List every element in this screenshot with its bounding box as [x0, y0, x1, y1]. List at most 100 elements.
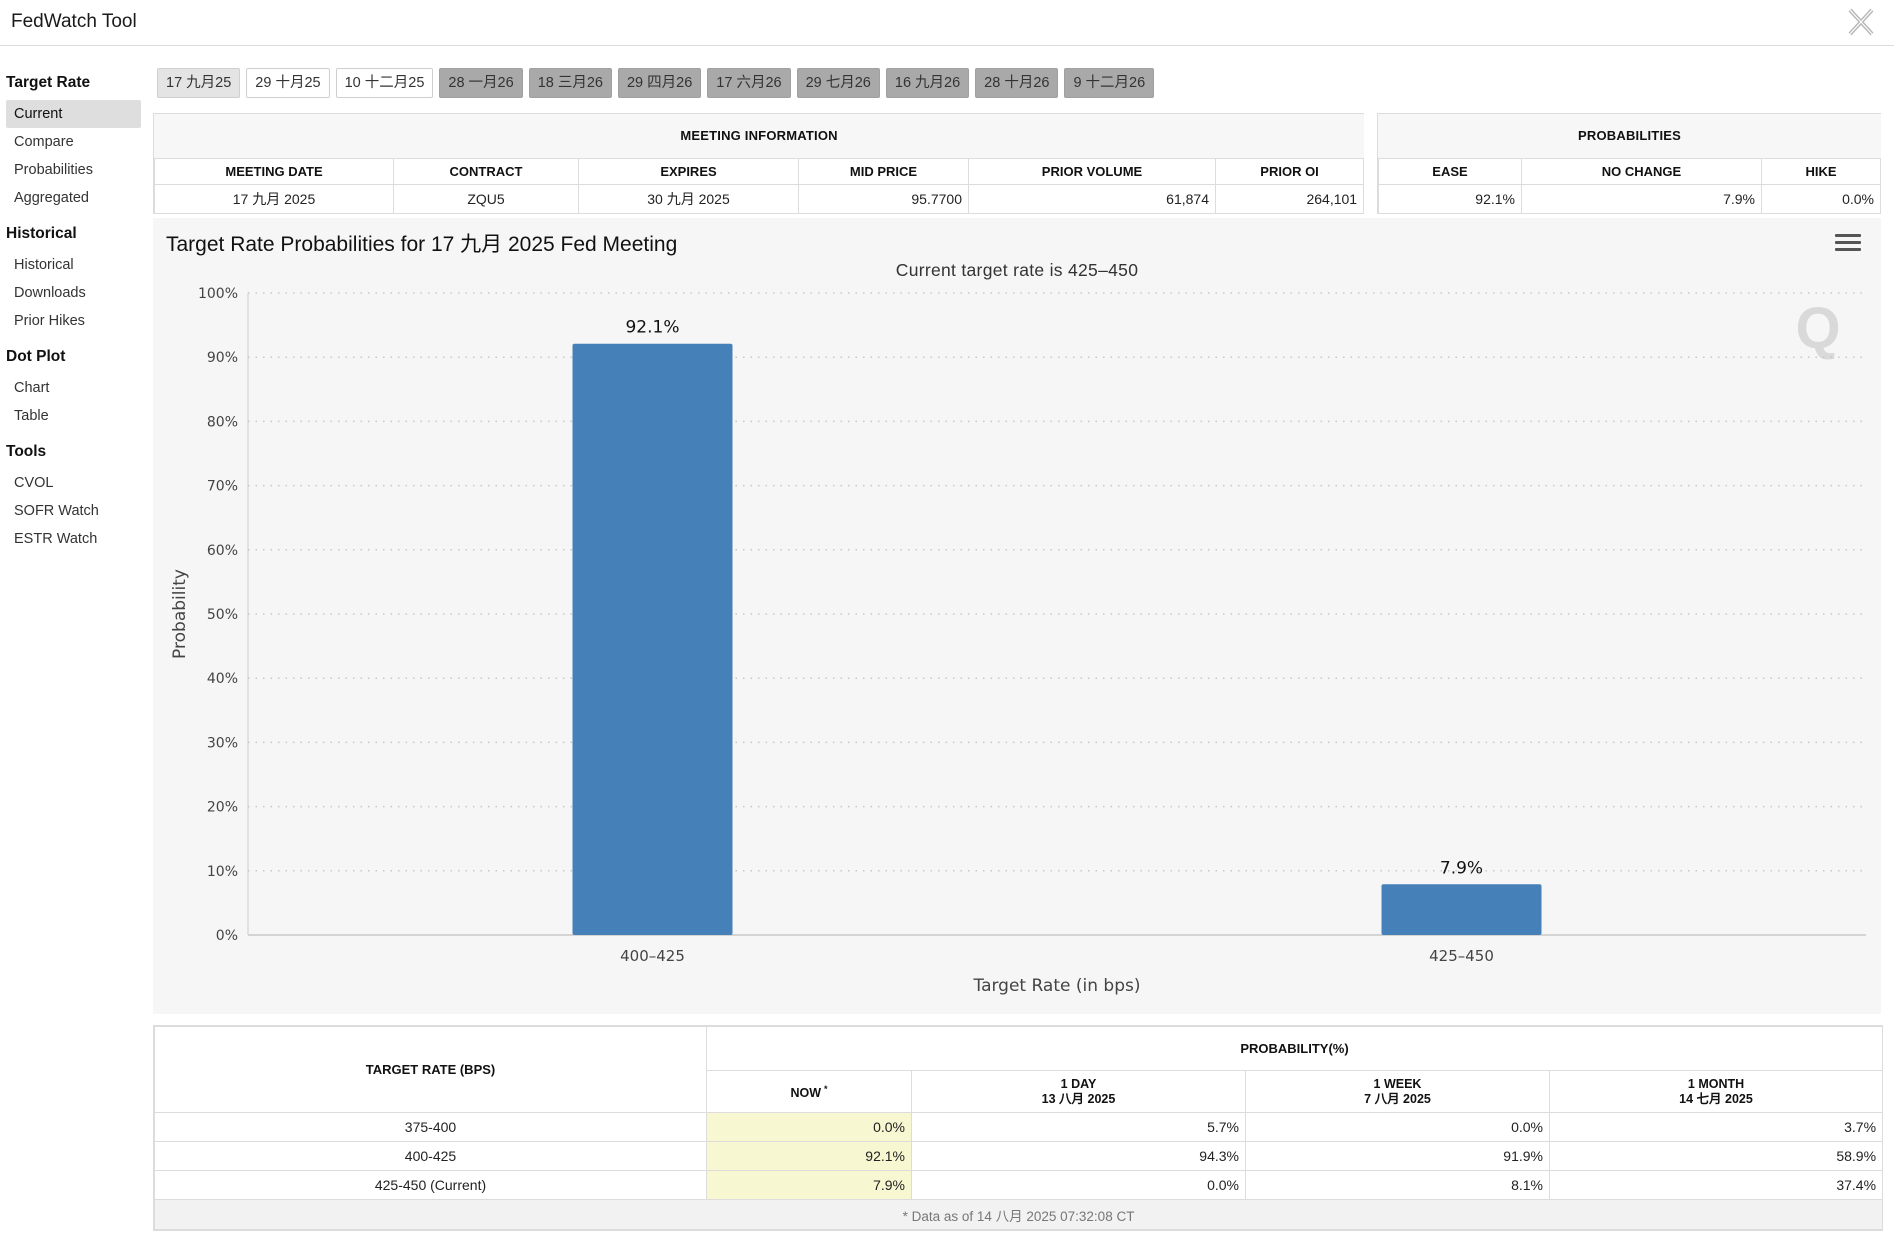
meeting-info-col-header: PRIOR OI — [1214, 157, 1365, 185]
period-date: 14 七月 2025 — [1679, 1091, 1753, 1106]
period-date: 7 八月 2025 — [1364, 1091, 1431, 1106]
sidebar-group: Dot Plot Chart Table — [6, 348, 141, 430]
meeting-information-table: MEETING INFORMATION MEETING DATE CONTRACT… — [153, 113, 1365, 214]
period-label: NOW — [790, 1086, 822, 1101]
target-rate-header: TARGET RATE (BPS) — [154, 1026, 707, 1113]
period-label: 1 WEEK — [1373, 1076, 1422, 1091]
meeting-info-value: ZQU5 — [393, 183, 579, 214]
meeting-info-value: 95.7700 — [798, 183, 969, 214]
probability-cell: 8.1% — [1245, 1170, 1550, 1200]
meeting-tab[interactable]: 9 十二月26 — [1064, 68, 1155, 98]
sidebar-item-compare[interactable]: Compare — [14, 134, 74, 150]
y-tick-label: 0% — [216, 928, 238, 944]
y-tick-label: 80% — [207, 414, 238, 430]
meeting-info-col-header: MID PRICE — [798, 157, 969, 185]
y-tick-label: 30% — [207, 735, 238, 751]
data-timestamp-footnote: * Data as of 14 八月 2025 07:32:08 CT — [153, 1199, 1884, 1230]
close-icon[interactable] — [1846, 7, 1876, 37]
meeting-tab[interactable]: 28 一月26 — [439, 68, 523, 98]
probability-period-header: 1 MONTH 14 七月 2025 — [1548, 1070, 1884, 1113]
meeting-info-value: 61,874 — [968, 183, 1216, 214]
meeting-info-value: 30 九月 2025 — [578, 183, 799, 214]
table-row: 425-450 (Current) 7.9% 0.0% 8.1% 37.4% — [154, 1170, 1884, 1200]
sidebar-item-table[interactable]: Table — [14, 408, 49, 424]
bar-400–425[interactable] — [572, 343, 733, 935]
meeting-info-value: 17 九月 2025 — [154, 183, 394, 214]
sidebar-item-historical[interactable]: Historical — [14, 257, 74, 273]
chart-plot: Q 0% 10% 20% 30% 40% 50% 60% 70% 80% 90% 100% 92.1% 4… — [170, 286, 1866, 996]
y-tick-label: 60% — [207, 543, 238, 559]
meeting-tab[interactable]: 28 十月26 — [975, 68, 1059, 98]
sidebar-group: Tools CVOL SOFR Watch ESTR Watch — [6, 443, 141, 553]
sidebar-item-aggregated[interactable]: Aggregated — [14, 190, 89, 206]
chart-menu-icon[interactable] — [1835, 234, 1861, 256]
target-rate-cell: 375-400 — [154, 1112, 707, 1142]
meeting-tab[interactable]: 29 四月26 — [617, 68, 702, 98]
meeting-tab[interactable]: 17 六月26 — [707, 68, 791, 98]
probabilities-table: PROBABILITIES EASE NO CHANGE HIKE 92.1% 7.9… — [1377, 113, 1882, 214]
sidebar-heading: Historical — [6, 225, 77, 242]
probability-cell: 0.0% — [911, 1170, 1246, 1200]
watermark-logo-icon: Q — [1795, 296, 1840, 361]
sidebar-item-chart[interactable]: Chart — [14, 380, 50, 396]
probability-period-header: 1 WEEK 7 八月 2025 — [1245, 1070, 1550, 1113]
probability-period-header: 1 DAY 13 八月 2025 — [911, 1070, 1246, 1113]
y-tick-label: 50% — [207, 607, 238, 623]
probability-cell: 92.1% — [706, 1141, 912, 1171]
sidebar-item-downloads[interactable]: Downloads — [14, 285, 86, 301]
period-date: 13 八月 2025 — [1041, 1091, 1116, 1106]
probability-chart: Target Rate Probabilities for 17 九月 2025… — [153, 218, 1881, 1014]
meeting-tab[interactable]: 29 十月25 — [246, 68, 330, 98]
probability-period-header: NOW * — [706, 1070, 912, 1113]
sidebar-heading: Tools — [6, 443, 47, 460]
y-tick-label: 20% — [207, 800, 238, 816]
y-tick-label: 90% — [207, 350, 238, 366]
chart-title: Target Rate Probabilities for 17 九月 2025… — [166, 233, 678, 256]
sidebar-heading: Dot Plot — [6, 348, 66, 365]
probability-value: 0.0% — [1760, 183, 1882, 214]
probability-cell: 0.0% — [706, 1112, 912, 1142]
sidebar-item-current[interactable]: Current — [6, 100, 141, 128]
meeting-tab[interactable]: 29 七月26 — [796, 68, 880, 98]
meeting-info-col-header: EXPIRES — [578, 157, 799, 185]
probability-col-header: HIKE — [1760, 157, 1882, 185]
sidebar-item-probabilities[interactable]: Probabilities — [14, 162, 93, 178]
meeting-information-title: MEETING INFORMATION — [154, 114, 1364, 158]
table-row: 400-425 92.1% 94.3% 91.9% 58.9% — [154, 1141, 1884, 1171]
probability-cell: 37.4% — [1548, 1170, 1884, 1200]
meeting-info-col-header: PRIOR VOLUME — [968, 157, 1216, 185]
meeting-tab[interactable]: 17 九月25 — [157, 68, 241, 98]
bar-425–450[interactable] — [1381, 884, 1542, 935]
meeting-date-tabs: 17 九月25 29 十月25 10 十二月25 28 一月26 18 三月26 29 四… — [157, 68, 1155, 98]
probability-cell: 58.9% — [1548, 1141, 1884, 1171]
y-axis-title: Probability — [170, 569, 190, 659]
sidebar-item-estr-watch[interactable]: ESTR Watch — [14, 531, 98, 547]
probability-cell: 91.9% — [1245, 1141, 1550, 1171]
sidebar-heading: Target Rate — [6, 74, 91, 91]
probabilities-title: PROBABILITIES — [1378, 114, 1881, 158]
probability-cell: 7.9% — [706, 1170, 912, 1200]
sidebar-nav: Target Rate Current Compare Probabilities Ag… — [6, 66, 141, 566]
meeting-tab[interactable]: 10 十二月25 — [335, 68, 434, 98]
table-row: 375-400 0.0% 5.7% 0.0% 3.7% — [154, 1112, 1884, 1142]
probability-value: 7.9% — [1521, 183, 1762, 214]
sidebar-group: Target Rate Current Compare Probabilities Ag… — [6, 74, 141, 212]
x-tick-label: 425–450 — [1429, 947, 1494, 965]
sidebar-item-cvol[interactable]: CVOL — [14, 475, 54, 491]
target-rate-cell: 400-425 — [154, 1141, 707, 1171]
meeting-info-value: 264,101 — [1214, 183, 1365, 214]
sidebar-item-sofr-watch[interactable]: SOFR Watch — [14, 503, 99, 519]
y-tick-label: 70% — [207, 479, 238, 495]
sidebar-item-prior-hikes[interactable]: Prior Hikes — [14, 313, 85, 329]
probability-header: PROBABILITY(%) — [705, 1026, 1884, 1071]
probability-cell: 0.0% — [1245, 1112, 1550, 1142]
period-label: 1 DAY — [1060, 1076, 1097, 1091]
target-rate-probability-table: TARGET RATE (BPS) PROBABILITY(%) NOW * 1 D… — [153, 1025, 1884, 1231]
probability-cell: 3.7% — [1548, 1112, 1884, 1142]
title-bar: FedWatch Tool — [0, 0, 1894, 46]
chart-subtitle: Current target rate is 425–450 — [895, 260, 1139, 280]
meeting-tab[interactable]: 16 九月26 — [885, 68, 970, 98]
meeting-tab[interactable]: 18 三月26 — [528, 68, 612, 98]
sidebar-group: Historical Historical Downloads Prior Hikes — [6, 225, 141, 335]
footnote-marker: * — [824, 1083, 828, 1094]
